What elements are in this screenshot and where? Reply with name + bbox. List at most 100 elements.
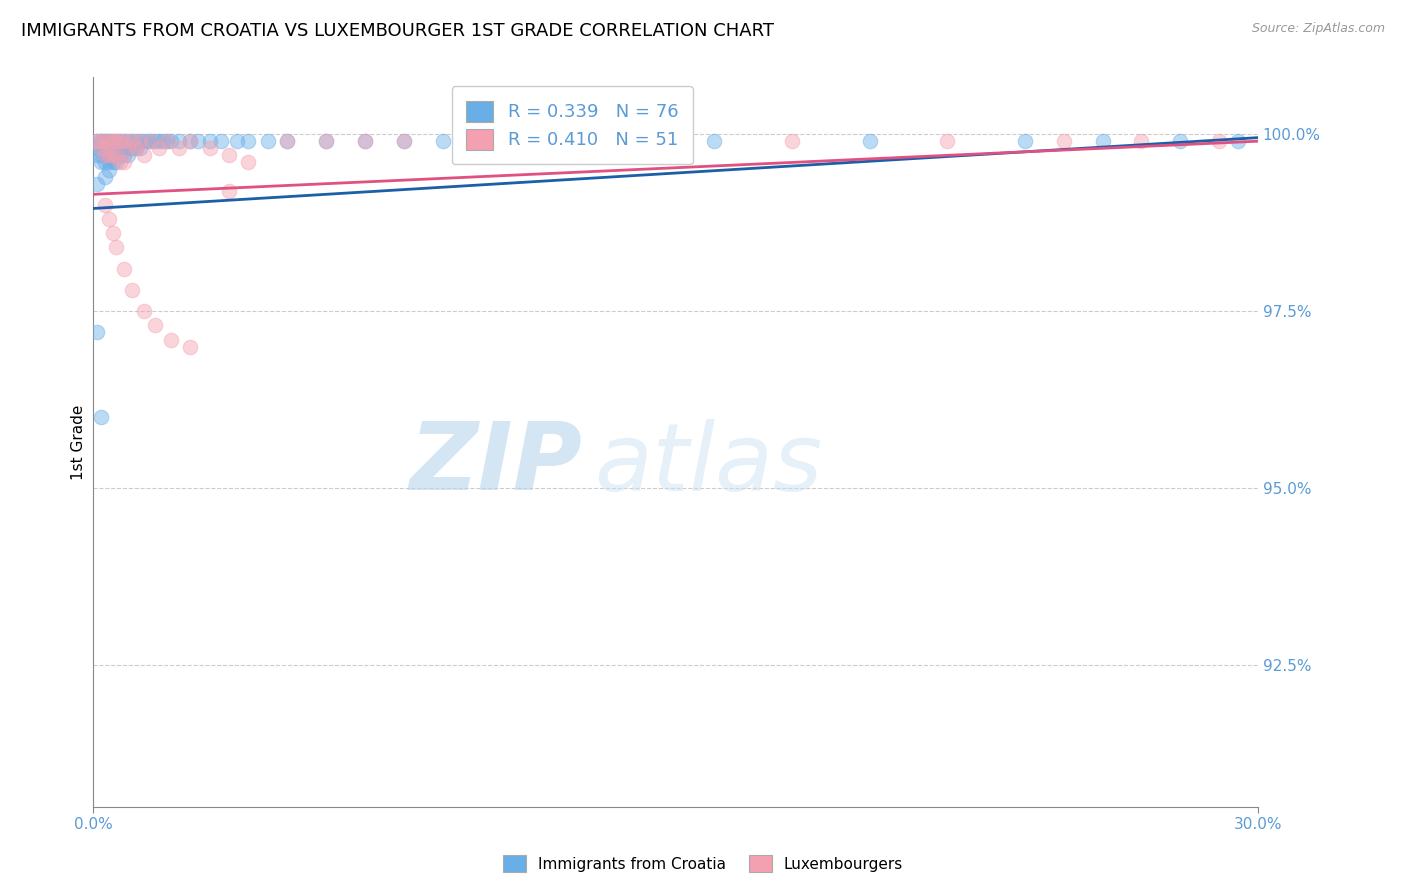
- Point: [225, 134, 247, 148]
- Point: [179, 340, 201, 354]
- Point: [101, 141, 124, 155]
- Point: [315, 134, 337, 148]
- Point: [94, 155, 117, 169]
- Point: [128, 134, 150, 148]
- Point: [276, 134, 298, 148]
- Point: [94, 141, 117, 155]
- Point: [90, 134, 112, 148]
- Text: Source: ZipAtlas.com: Source: ZipAtlas.com: [1251, 22, 1385, 36]
- Point: [97, 148, 120, 162]
- Point: [110, 155, 132, 169]
- Point: [148, 141, 170, 155]
- Point: [1168, 134, 1191, 148]
- Point: [859, 134, 882, 148]
- Point: [97, 134, 120, 148]
- Point: [315, 134, 337, 148]
- Point: [125, 141, 148, 155]
- Point: [132, 134, 155, 148]
- Point: [148, 134, 170, 148]
- Point: [105, 134, 128, 148]
- Point: [1208, 134, 1230, 148]
- Point: [101, 148, 124, 162]
- Point: [392, 134, 415, 148]
- Text: atlas: atlas: [593, 418, 823, 509]
- Text: ZIP: ZIP: [409, 418, 582, 510]
- Point: [117, 148, 139, 162]
- Point: [90, 141, 112, 155]
- Point: [105, 148, 128, 162]
- Point: [94, 198, 117, 212]
- Point: [121, 134, 143, 148]
- Point: [432, 134, 454, 148]
- Point: [136, 134, 159, 148]
- Point: [97, 212, 120, 227]
- Point: [664, 134, 686, 148]
- Point: [97, 155, 120, 169]
- Point: [238, 134, 260, 148]
- Point: [110, 134, 132, 148]
- Point: [156, 134, 179, 148]
- Point: [209, 134, 232, 148]
- Point: [470, 134, 492, 148]
- Point: [97, 134, 120, 148]
- Point: [121, 141, 143, 155]
- Point: [143, 134, 166, 148]
- Point: [125, 134, 148, 148]
- Point: [218, 184, 240, 198]
- Point: [94, 148, 117, 162]
- Point: [187, 134, 209, 148]
- Point: [101, 155, 124, 169]
- Point: [112, 148, 135, 162]
- Point: [97, 134, 120, 148]
- Point: [105, 155, 128, 169]
- Point: [90, 134, 112, 148]
- Point: [110, 148, 132, 162]
- Point: [97, 148, 120, 162]
- Point: [105, 141, 128, 155]
- Point: [1053, 134, 1076, 148]
- Point: [548, 134, 571, 148]
- Point: [94, 134, 117, 148]
- Point: [101, 134, 124, 148]
- Point: [90, 148, 112, 162]
- Point: [121, 283, 143, 297]
- Point: [105, 134, 128, 148]
- Point: [112, 134, 135, 148]
- Point: [125, 141, 148, 155]
- Point: [152, 134, 174, 148]
- Point: [276, 134, 298, 148]
- Point: [257, 134, 280, 148]
- Point: [354, 134, 377, 148]
- Point: [86, 141, 108, 155]
- Point: [156, 134, 179, 148]
- Point: [159, 134, 181, 148]
- Point: [94, 134, 117, 148]
- Point: [167, 141, 190, 155]
- Point: [128, 141, 150, 155]
- Point: [1091, 134, 1114, 148]
- Point: [86, 134, 108, 148]
- Point: [86, 326, 108, 340]
- Point: [86, 134, 108, 148]
- Point: [94, 148, 117, 162]
- Text: IMMIGRANTS FROM CROATIA VS LUXEMBOURGER 1ST GRADE CORRELATION CHART: IMMIGRANTS FROM CROATIA VS LUXEMBOURGER …: [21, 22, 775, 40]
- Point: [110, 134, 132, 148]
- Point: [1014, 134, 1036, 148]
- Point: [117, 134, 139, 148]
- Point: [90, 410, 112, 425]
- Point: [112, 155, 135, 169]
- Point: [218, 148, 240, 162]
- Point: [141, 134, 163, 148]
- Point: [121, 134, 143, 148]
- Point: [179, 134, 201, 148]
- Point: [167, 134, 190, 148]
- Point: [132, 148, 155, 162]
- Point: [94, 134, 117, 148]
- Point: [1227, 134, 1250, 148]
- Point: [936, 134, 959, 148]
- Point: [159, 333, 181, 347]
- Point: [110, 141, 132, 155]
- Point: [101, 148, 124, 162]
- Point: [238, 155, 260, 169]
- Point: [90, 155, 112, 169]
